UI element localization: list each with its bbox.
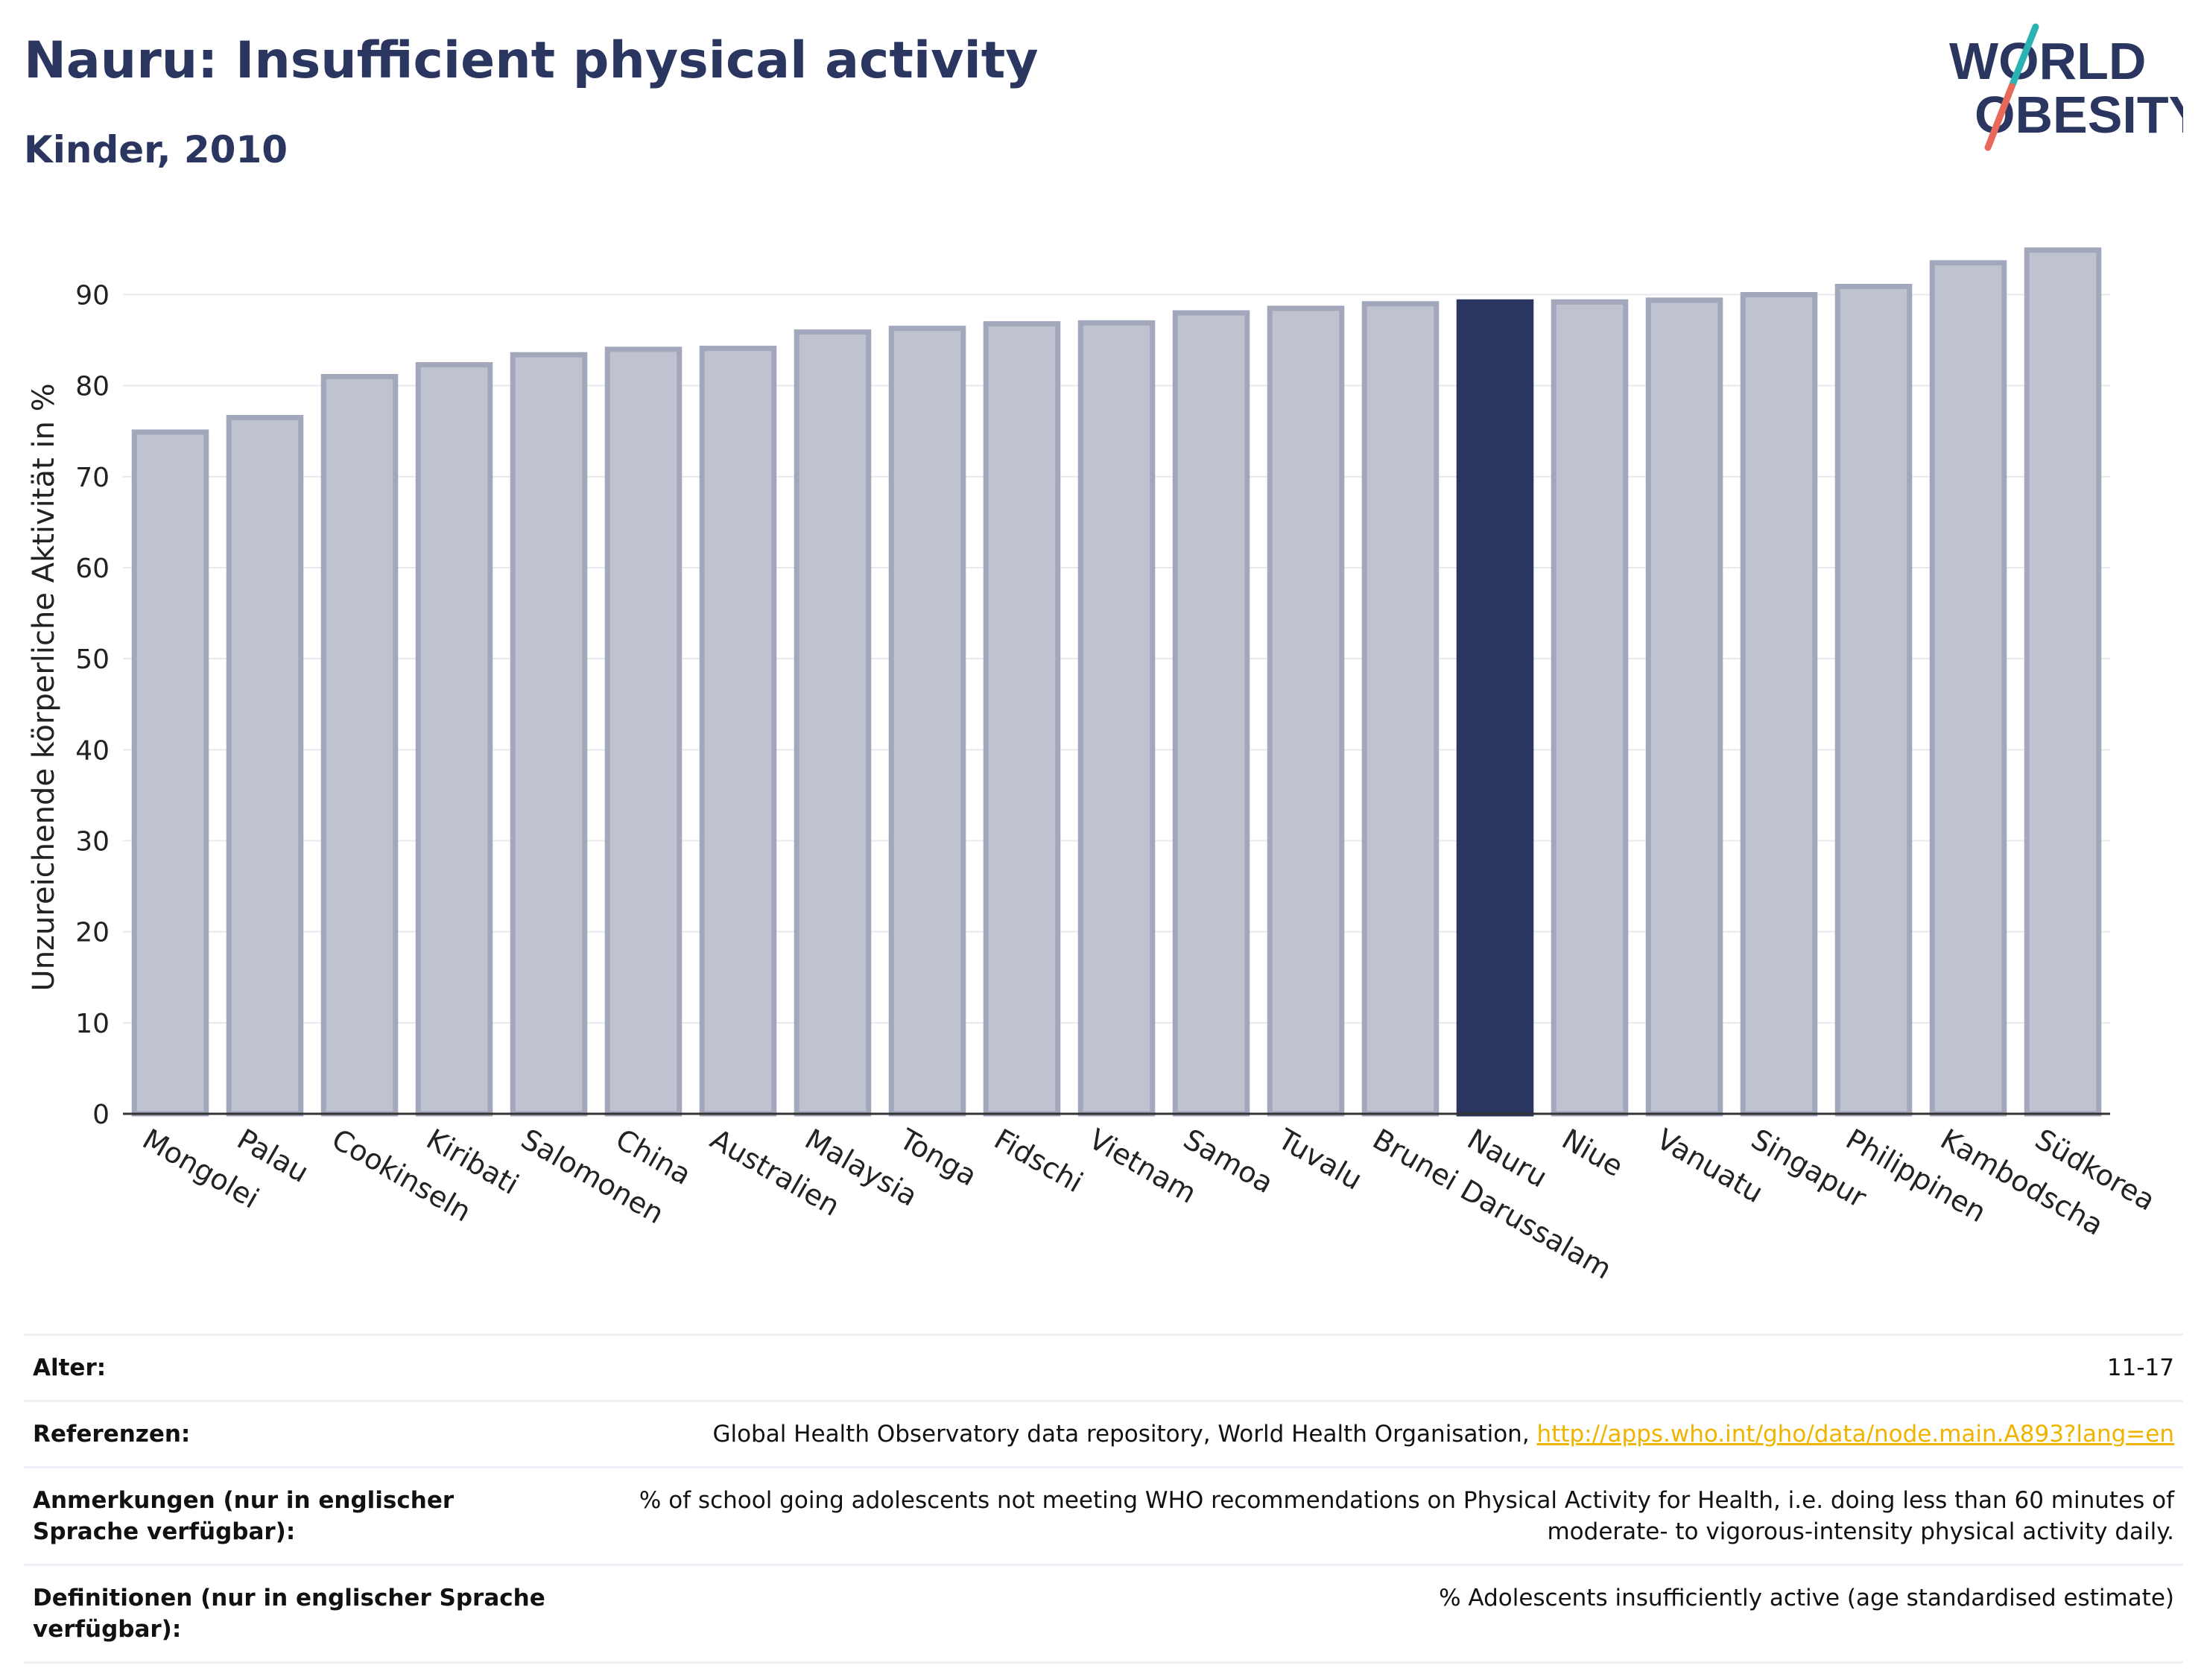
bar-vanuatu (1645, 297, 1723, 1117)
bar-brunei-darussalam (1361, 301, 1440, 1117)
bars (131, 247, 2102, 1117)
meta-value: % Adolescents insufficiently active (age… (1439, 1585, 2174, 1611)
meta-row-notes: Anmerkungen (nur in englischer Sprache v… (24, 1467, 2183, 1565)
bar-singapur (1740, 292, 1818, 1117)
bar-nauru (1456, 299, 1534, 1117)
y-tick-label: 30 (75, 827, 110, 858)
logo-slash-teal (2008, 23, 2039, 90)
meta-row-age: Alter: 11-17 (24, 1334, 2183, 1401)
x-tick-label: Niue (1557, 1123, 1629, 1183)
meta-value: Global Health Observatory data repositor… (712, 1421, 1537, 1448)
metadata-table: Alter: 11-17 Referenzen: Global Health O… (24, 1334, 2183, 1664)
meta-key: Alter: (33, 1354, 107, 1381)
y-axis-label: Unzureichende körperliche Aktivität in % (27, 383, 61, 991)
y-tick-label: 50 (75, 644, 110, 675)
y-tick-label: 60 (75, 554, 110, 584)
meta-row-references: Referenzen: Global Health Observatory da… (24, 1401, 2183, 1468)
bar-mongolei (131, 429, 209, 1117)
bar-fidschi (983, 321, 1061, 1117)
bar-australien (699, 346, 777, 1117)
bar-kambodscha (1929, 260, 2007, 1117)
bar-tonga (888, 326, 966, 1117)
bar-china (604, 346, 683, 1117)
y-tick-label: 70 (75, 463, 110, 493)
bar-südkorea (2024, 247, 2102, 1117)
bar-kiribati (415, 362, 493, 1117)
x-tick-label: Vietnam (1083, 1123, 1202, 1210)
chart-title: Nauru: Insufficient physical activity (24, 31, 1039, 90)
bar-palau (226, 414, 304, 1117)
y-tick-label: 80 (75, 372, 110, 402)
bar-malaysia (794, 329, 872, 1117)
y-tick-label: 0 (92, 1100, 110, 1130)
y-tick-label: 90 (75, 281, 110, 311)
y-tick-label: 10 (75, 1009, 110, 1039)
logo-line-world: WORLD (1949, 32, 2146, 90)
reference-link[interactable]: http://apps.who.int/gho/data/node.main.A… (1536, 1421, 2174, 1448)
y-tick-labels: 0 10 20 30 40 50 60 70 80 90 (75, 281, 110, 1130)
logo-slash-red (1984, 83, 2015, 151)
bar-niue (1551, 299, 1629, 1117)
x-tick-label: Fidschi (989, 1123, 1089, 1199)
bar-salomonen (510, 352, 588, 1117)
x-tick-label: Tuvalu (1272, 1122, 1367, 1196)
meta-key: Anmerkungen (nur in englischer Sprache v… (33, 1487, 455, 1545)
meta-row-definitions: Definitionen (nur in englischer Sprache … (24, 1565, 2183, 1663)
bar-philippinen (1834, 284, 1913, 1117)
bar-samoa (1172, 310, 1250, 1117)
meta-key: Referenzen: (33, 1421, 191, 1448)
bar-tuvalu (1267, 305, 1345, 1117)
world-obesity-logo: WORLD OBESITY (1949, 23, 2183, 151)
x-tick-label: Vanuatu (1651, 1123, 1769, 1209)
bar-cookinseln (320, 373, 399, 1117)
y-tick-label: 40 (75, 735, 110, 766)
bar-vietnam (1077, 320, 1156, 1117)
meta-value: 11-17 (2106, 1354, 2174, 1381)
y-tick-label: 20 (75, 918, 110, 948)
meta-value: % of school going adolescents not meetin… (639, 1487, 2174, 1545)
chart-subtitle: Kinder, 2010 (24, 128, 288, 171)
meta-key: Definitionen (nur in englischer Sprache … (33, 1585, 545, 1643)
